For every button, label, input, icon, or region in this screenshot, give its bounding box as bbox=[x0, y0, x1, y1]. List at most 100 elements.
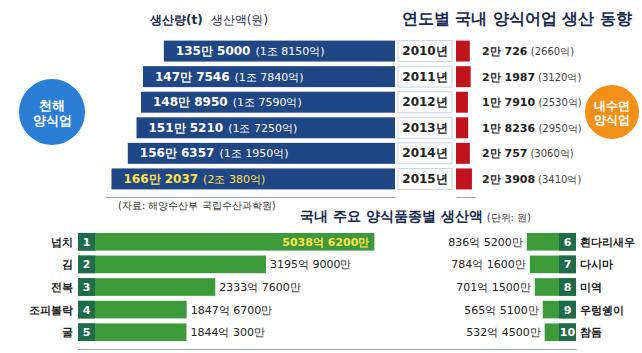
rank-label: 1 bbox=[83, 236, 91, 249]
rank-label: 2 bbox=[83, 258, 91, 271]
category-box bbox=[398, 66, 452, 87]
data-label: 701억 1500만 bbox=[456, 281, 531, 294]
axis-line bbox=[457, 197, 477, 198]
category-label: 김 bbox=[62, 258, 73, 271]
category-box bbox=[398, 143, 452, 164]
bar bbox=[137, 117, 395, 138]
rank-label: 7 bbox=[564, 258, 572, 271]
column-header: 생산액(원) bbox=[211, 13, 268, 27]
rank-box bbox=[78, 323, 95, 341]
amount-label: (2950억) bbox=[538, 123, 581, 134]
chart-container: 연도별 국내 양식어업 생산 동향 생산량(t) 생산액(원) 2010년 135만 5… bbox=[0, 0, 642, 353]
amount-label: (3120억) bbox=[538, 72, 581, 83]
legend-badge: 천해양식업 bbox=[18, 78, 86, 146]
rank-box bbox=[78, 256, 95, 274]
amount-label: (1조 1950억) bbox=[219, 147, 288, 160]
category-label: 2012년 bbox=[402, 95, 447, 109]
source-note: (자료: 해양수산부 국립수산과학원) bbox=[118, 200, 276, 211]
data-label: 565억 5100만 bbox=[464, 304, 539, 317]
chart-subtitle: (단위: 원) bbox=[487, 212, 531, 223]
amount-label: (2조 380억) bbox=[203, 173, 265, 186]
category-label: 전복 bbox=[51, 281, 73, 294]
bar bbox=[545, 323, 576, 341]
category-label: 참돔 bbox=[580, 326, 602, 339]
bar bbox=[527, 233, 576, 251]
bars-sea bbox=[111, 41, 395, 190]
data-label: 2333억 7600만 bbox=[219, 281, 301, 294]
data-label: 532억 4500만 bbox=[466, 326, 541, 339]
category-label: 미역 bbox=[580, 281, 602, 294]
labels-a: 2010년135만 5000(1조 8150억)2만 726(2660억)201… bbox=[123, 41, 581, 190]
bar bbox=[456, 117, 468, 138]
infographic: 연도별 국내 양식어업 생산 동향 생산량(t) 생산액(원) 2010년 135만 5… bbox=[0, 0, 642, 353]
category-label: 2014년 bbox=[402, 146, 447, 160]
category-label: 다시마 bbox=[580, 258, 613, 271]
category-box bbox=[398, 168, 452, 189]
category-label: 굴 bbox=[62, 326, 73, 339]
data-label: 2만 757 bbox=[482, 147, 527, 160]
x-axis-inland bbox=[457, 197, 477, 198]
data-label: 147만 7546 bbox=[155, 70, 230, 84]
rank-label: 10 bbox=[560, 326, 576, 339]
amount-label: (1조 7250억) bbox=[228, 122, 297, 135]
rank-label: 4 bbox=[83, 304, 91, 317]
data-label: 151만 5210 bbox=[149, 121, 224, 135]
badge-circle bbox=[18, 78, 86, 146]
amount-label: (3060억) bbox=[530, 148, 573, 159]
category-label: 흰다리새우 bbox=[580, 236, 635, 249]
rank-box bbox=[559, 233, 576, 251]
legend-label: 천해양식업 bbox=[33, 98, 72, 128]
data-label: 148만 8950 bbox=[153, 95, 228, 109]
rank-box bbox=[78, 301, 95, 319]
labels-b: 1넙치5038억 6200만2김3195억 9000만3전복2333억 7600… bbox=[29, 233, 635, 341]
badge-circle bbox=[584, 84, 640, 140]
bar bbox=[164, 41, 395, 62]
data-label: 836억 5200만 bbox=[448, 236, 523, 249]
category-label: 조피볼락 bbox=[29, 304, 73, 317]
bar bbox=[456, 168, 472, 189]
data-label: 1만 7910 bbox=[482, 96, 535, 109]
rank-box bbox=[559, 323, 576, 341]
data-label: 784억 1600만 bbox=[451, 258, 526, 271]
category-box bbox=[398, 92, 452, 113]
bars-inland bbox=[456, 41, 472, 190]
data-label: 135만 5000 bbox=[176, 44, 251, 58]
bar bbox=[78, 256, 266, 274]
data-label: 5038억 6200만 bbox=[282, 236, 369, 249]
category-label: 2015년 bbox=[402, 172, 447, 186]
bars-left bbox=[78, 233, 374, 341]
bar bbox=[78, 301, 187, 319]
amount-label: (2530억) bbox=[538, 97, 581, 108]
x-axis-sea bbox=[106, 197, 396, 198]
rank-box bbox=[559, 278, 576, 296]
category-box bbox=[398, 41, 452, 62]
rank-box bbox=[559, 301, 576, 319]
bar bbox=[456, 92, 468, 113]
legend-label: 내수면양식업 bbox=[594, 99, 630, 127]
amount-label: (2660억) bbox=[531, 46, 574, 57]
amount-label: (1조 7590억) bbox=[233, 96, 302, 109]
data-label: 156만 6357 bbox=[140, 146, 215, 160]
data-label: 2만 1987 bbox=[482, 71, 535, 84]
bars-right bbox=[527, 233, 576, 341]
rank-label: 9 bbox=[564, 304, 572, 317]
category-label: 2010년 bbox=[402, 44, 447, 58]
bar bbox=[456, 143, 470, 164]
category-box bbox=[398, 117, 452, 138]
rank-box bbox=[78, 233, 95, 251]
rank-label: 3 bbox=[83, 281, 91, 294]
amount-label: (1조 7840억) bbox=[235, 71, 304, 84]
chart-title: 연도별 국내 양식어업 생산 동향 bbox=[402, 9, 632, 28]
category-label: 넙치 bbox=[51, 236, 73, 249]
axis-line bbox=[106, 197, 396, 198]
data-label: 1844억 300만 bbox=[190, 326, 265, 339]
data-label: 1만 8236 bbox=[482, 122, 535, 135]
axis-line bbox=[277, 349, 577, 350]
column-header: 생산량(t) bbox=[149, 13, 203, 27]
category-label: 2011년 bbox=[402, 70, 447, 84]
amount-label: (3410억) bbox=[538, 174, 581, 185]
bar bbox=[78, 323, 186, 341]
rank-label: 8 bbox=[564, 281, 572, 294]
bar bbox=[111, 168, 395, 189]
bar bbox=[535, 278, 576, 296]
